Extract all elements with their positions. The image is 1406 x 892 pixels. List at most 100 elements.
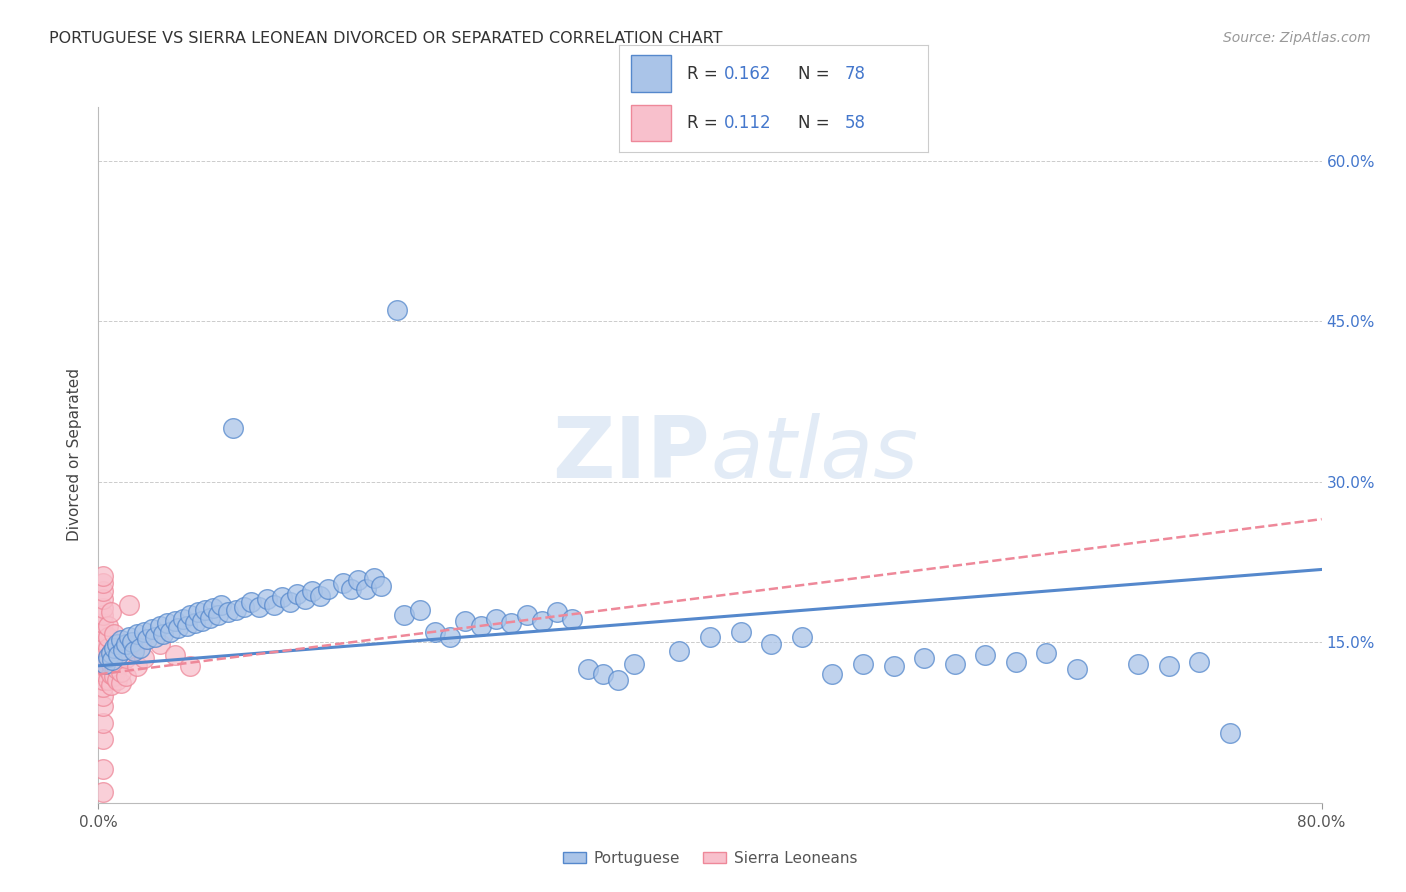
Bar: [631, 55, 671, 92]
Point: [91, 785, 114, 799]
Point: [179, 608, 201, 623]
Point: [110, 665, 132, 680]
Point: [194, 603, 217, 617]
Point: [332, 576, 354, 591]
Point: [225, 603, 247, 617]
Point: [485, 612, 508, 626]
Point: [103, 626, 125, 640]
Point: [516, 608, 538, 623]
Point: [125, 626, 148, 640]
Point: [91, 633, 114, 648]
Point: [501, 615, 523, 630]
Point: [110, 676, 132, 690]
Point: [576, 662, 599, 676]
Point: [100, 678, 122, 692]
Point: [730, 624, 752, 639]
Point: [105, 673, 128, 687]
Point: [232, 599, 254, 614]
Point: [668, 644, 690, 658]
Point: [91, 601, 114, 615]
Point: [134, 651, 156, 665]
Point: [91, 615, 114, 630]
Text: R =: R =: [686, 64, 723, 82]
Point: [1035, 646, 1057, 660]
Point: [122, 644, 145, 658]
Point: [699, 630, 721, 644]
Point: [125, 637, 148, 651]
Point: [191, 614, 214, 628]
Point: [316, 582, 339, 596]
Point: [100, 646, 122, 660]
Point: [546, 605, 568, 619]
Point: [91, 592, 114, 607]
Text: 58: 58: [845, 114, 866, 132]
Point: [247, 599, 270, 614]
Point: [470, 619, 492, 633]
Point: [100, 646, 122, 660]
Point: [97, 673, 120, 687]
Point: [347, 573, 370, 587]
Point: [1128, 657, 1150, 671]
Point: [1004, 655, 1026, 669]
Point: [149, 637, 172, 651]
Point: [111, 642, 134, 657]
Point: [623, 657, 645, 671]
Point: [134, 624, 156, 639]
Point: [821, 667, 844, 681]
Point: [423, 624, 446, 639]
Point: [256, 592, 278, 607]
Point: [209, 598, 232, 612]
Point: [103, 648, 125, 662]
Text: Source: ZipAtlas.com: Source: ZipAtlas.com: [1223, 31, 1371, 45]
Point: [408, 603, 430, 617]
Point: [790, 630, 813, 644]
Point: [91, 648, 114, 662]
Point: [115, 637, 138, 651]
Point: [100, 657, 122, 671]
Point: [91, 689, 114, 703]
Point: [156, 615, 179, 630]
Point: [198, 610, 221, 624]
Point: [97, 619, 120, 633]
Point: [163, 614, 186, 628]
Text: PORTUGUESE VS SIERRA LEONEAN DIVORCED OR SEPARATED CORRELATION CHART: PORTUGUESE VS SIERRA LEONEAN DIVORCED OR…: [49, 31, 723, 46]
Point: [172, 612, 194, 626]
Point: [363, 571, 385, 585]
Point: [103, 669, 125, 683]
Point: [103, 658, 125, 673]
Text: N =: N =: [799, 114, 835, 132]
Point: [187, 605, 209, 619]
Point: [1157, 658, 1180, 673]
Point: [97, 630, 120, 644]
Point: [91, 640, 114, 655]
Point: [1219, 726, 1241, 740]
Point: [136, 632, 159, 646]
Point: [159, 624, 181, 639]
Bar: [631, 104, 671, 141]
Point: [454, 614, 477, 628]
Point: [439, 630, 461, 644]
Point: [163, 648, 186, 662]
Point: [125, 658, 148, 673]
Text: R =: R =: [686, 114, 723, 132]
Point: [240, 594, 263, 608]
Point: [91, 583, 114, 598]
Point: [93, 657, 115, 671]
Point: [91, 657, 114, 671]
Point: [974, 648, 997, 662]
Text: 0.162: 0.162: [724, 64, 772, 82]
Point: [107, 648, 129, 662]
Point: [121, 635, 143, 649]
Point: [97, 662, 120, 676]
Point: [97, 651, 120, 665]
Point: [105, 662, 128, 676]
Point: [309, 589, 332, 603]
Point: [278, 594, 301, 608]
Point: [607, 673, 630, 687]
Point: [301, 583, 323, 598]
Point: [91, 731, 114, 746]
Point: [207, 608, 229, 623]
Point: [91, 665, 114, 680]
Text: ZIP: ZIP: [553, 413, 710, 497]
Point: [339, 582, 361, 596]
